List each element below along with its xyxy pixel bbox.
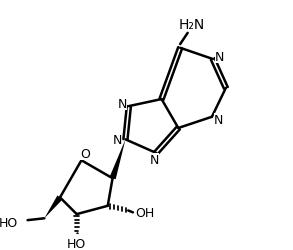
Text: HO: HO xyxy=(0,216,18,230)
Text: O: O xyxy=(80,148,90,160)
Polygon shape xyxy=(44,196,63,218)
Polygon shape xyxy=(110,140,125,179)
Text: N: N xyxy=(113,133,122,146)
Text: HO: HO xyxy=(67,238,86,250)
Text: OH: OH xyxy=(135,206,155,219)
Text: N: N xyxy=(118,98,127,110)
Text: N: N xyxy=(215,50,224,64)
Text: N: N xyxy=(214,114,223,126)
Text: N: N xyxy=(149,153,159,166)
Text: H₂N: H₂N xyxy=(178,18,205,32)
